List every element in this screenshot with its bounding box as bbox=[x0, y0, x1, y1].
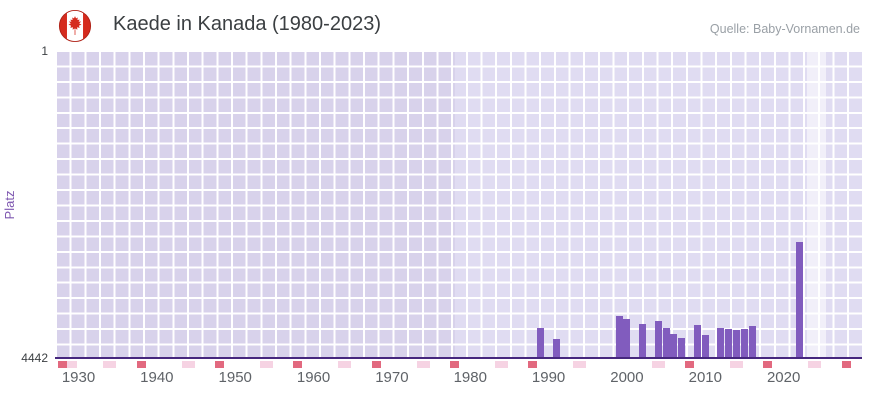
light-marker-2024 bbox=[808, 360, 822, 368]
bar-year-2006 bbox=[670, 333, 678, 358]
dark-marker-2018 bbox=[763, 360, 773, 368]
light-marker-1994 bbox=[573, 360, 587, 368]
bar-year-2000 bbox=[623, 319, 631, 358]
light-marker-1929 bbox=[64, 360, 78, 368]
light-marker-1974 bbox=[416, 360, 430, 368]
bar-year-2004 bbox=[654, 320, 662, 358]
dark-marker-2008 bbox=[685, 360, 695, 368]
bar-year-2002 bbox=[639, 324, 647, 358]
light-marker-1944 bbox=[181, 360, 195, 368]
bar-year-2012 bbox=[717, 328, 725, 358]
light-marker-2014 bbox=[730, 360, 744, 368]
bar-year-2009 bbox=[693, 325, 701, 358]
y-tick-label-bottom: 4442 bbox=[21, 351, 48, 365]
bar-year-2010 bbox=[701, 334, 709, 358]
x-tick-label-1980: 1980 bbox=[453, 369, 487, 386]
canada-flag-icon bbox=[58, 9, 92, 43]
dark-marker-1958 bbox=[293, 360, 303, 368]
y-tick-label-top: 1 bbox=[41, 44, 48, 58]
dark-marker-1968 bbox=[371, 360, 381, 368]
y-axis-title: Platz bbox=[2, 190, 17, 220]
x-tick-label-1990: 1990 bbox=[531, 369, 566, 386]
bar-year-2016 bbox=[748, 326, 756, 358]
light-marker-1954 bbox=[260, 360, 274, 368]
x-tick-label-1970: 1970 bbox=[375, 369, 409, 386]
x-tick-label-1940: 1940 bbox=[140, 369, 174, 386]
x-tick-label-1960: 1960 bbox=[296, 369, 331, 386]
bar-year-2013 bbox=[725, 328, 733, 358]
dark-marker-1928 bbox=[58, 360, 68, 368]
bar-year-1989 bbox=[537, 327, 545, 358]
bar-year-2007 bbox=[678, 337, 686, 358]
light-marker-1934 bbox=[103, 360, 117, 368]
bar-year-2015 bbox=[740, 328, 748, 358]
light-marker-1984 bbox=[495, 360, 509, 368]
bar-year-1991 bbox=[552, 339, 560, 358]
bar-year-2005 bbox=[662, 327, 670, 358]
bar-year-2022 bbox=[795, 241, 803, 358]
dark-marker-1988 bbox=[528, 360, 538, 368]
x-tick-label-2010: 2010 bbox=[688, 369, 722, 386]
chart-header: Kaede in Kanada (1980-2023) Quelle: Baby… bbox=[0, 0, 873, 48]
x-tick-label-1950: 1950 bbox=[218, 369, 252, 386]
plot-area bbox=[55, 50, 862, 359]
x-tick-label-2020: 2020 bbox=[766, 369, 801, 386]
chart-title: Kaede in Kanada (1980-2023) bbox=[113, 13, 381, 35]
bar-year-1999 bbox=[615, 316, 623, 358]
x-tick-label-2000: 2000 bbox=[610, 369, 644, 386]
dark-marker-1978 bbox=[450, 360, 460, 368]
highlight-band bbox=[807, 50, 826, 359]
dark-marker-2028 bbox=[841, 360, 851, 368]
bar-year-2014 bbox=[733, 330, 741, 358]
light-marker-2004 bbox=[651, 360, 665, 368]
x-tick-label-1930: 1930 bbox=[61, 369, 96, 386]
x-axis-line bbox=[55, 357, 862, 359]
source-credit: Quelle: Baby-Vornamen.de bbox=[709, 22, 860, 36]
dark-marker-1938 bbox=[136, 360, 146, 368]
light-marker-1964 bbox=[338, 360, 352, 368]
dark-marker-1948 bbox=[215, 360, 225, 368]
